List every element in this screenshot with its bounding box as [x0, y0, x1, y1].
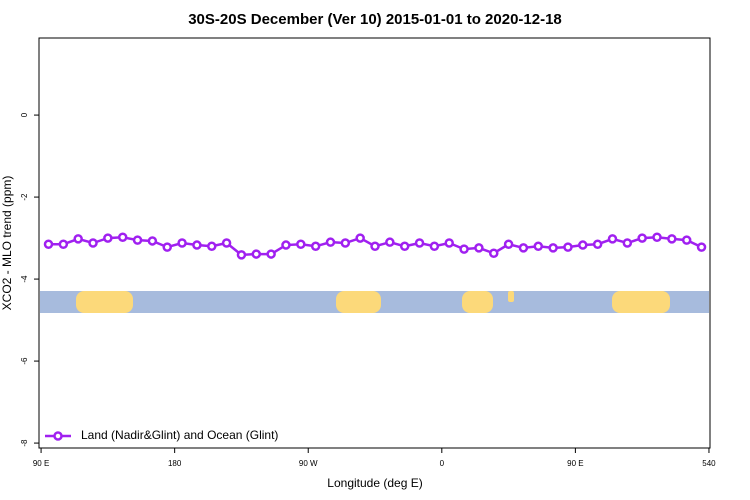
data-point: [88, 238, 98, 248]
land-patch: [76, 291, 133, 313]
legend-label: Land (Nadir&Glint) and Ocean (Glint): [81, 428, 278, 442]
plot-frame: [38, 37, 711, 449]
x-tick-label: 90 E: [33, 459, 49, 468]
land-patch: [612, 291, 670, 313]
data-point: [117, 232, 128, 243]
data-point: [385, 237, 395, 247]
data-point: [429, 241, 440, 252]
data-point: [266, 249, 276, 259]
data-point: [696, 242, 707, 252]
data-point: [340, 238, 351, 248]
x-axis-label: Longitude (deg E): [327, 476, 422, 490]
data-point: [459, 244, 469, 254]
data-point: [637, 233, 647, 243]
data-point: [281, 240, 291, 250]
data-point: [533, 241, 544, 252]
x-tick-label: 0: [440, 459, 445, 468]
data-point: [162, 242, 172, 252]
data-point: [370, 241, 380, 252]
y-tick-label: 0: [20, 112, 29, 117]
data-point: [132, 235, 143, 245]
data-point: [592, 239, 603, 249]
x-tick-label: 180: [168, 459, 182, 468]
data-point: [236, 250, 247, 260]
x-tick-label: 540: [702, 459, 716, 468]
data-point: [563, 242, 573, 252]
data-point: [444, 238, 454, 248]
data-point: [607, 234, 618, 244]
data-point: [296, 239, 306, 249]
y-tick-label: -8: [20, 439, 29, 447]
data-point: [681, 235, 692, 245]
data-point: [489, 248, 499, 258]
x-tick-label: 90 W: [299, 459, 318, 468]
data-point: [177, 238, 187, 248]
chart-title: 30S-20S December (Ver 10) 2015-01-01 to …: [188, 11, 562, 28]
data-point: [622, 238, 633, 248]
data-point: [221, 238, 232, 248]
data-point: [207, 241, 217, 252]
x-tick-label: 90 E: [567, 459, 583, 468]
data-point: [325, 237, 336, 247]
data-point: [43, 239, 54, 249]
data-point: [652, 232, 662, 243]
land-patch: [336, 291, 381, 313]
data-point: [73, 234, 83, 244]
data-point: [548, 243, 558, 253]
land-patch: [508, 291, 514, 302]
data-point: [518, 243, 529, 253]
data-point: [399, 241, 410, 252]
data-point: [310, 241, 321, 252]
data-point: [578, 240, 588, 250]
data-point: [414, 238, 425, 248]
y-tick-label: -2: [20, 193, 29, 201]
land-patch: [462, 291, 493, 313]
land-ocean-strip: [40, 291, 709, 313]
data-point: [503, 239, 514, 249]
data-point: [103, 233, 113, 243]
legend-marker: [53, 431, 63, 441]
data-point: [192, 240, 202, 250]
data-point: [147, 236, 158, 246]
data-point: [667, 234, 677, 244]
data-point: [251, 249, 262, 259]
data-point: [355, 233, 365, 243]
y-axis-label: XCO2 - MLO trend (ppm): [0, 176, 14, 311]
data-point: [58, 239, 69, 249]
data-point: [474, 243, 484, 253]
y-tick-label: -6: [20, 357, 29, 365]
y-tick-label: -4: [20, 275, 29, 283]
